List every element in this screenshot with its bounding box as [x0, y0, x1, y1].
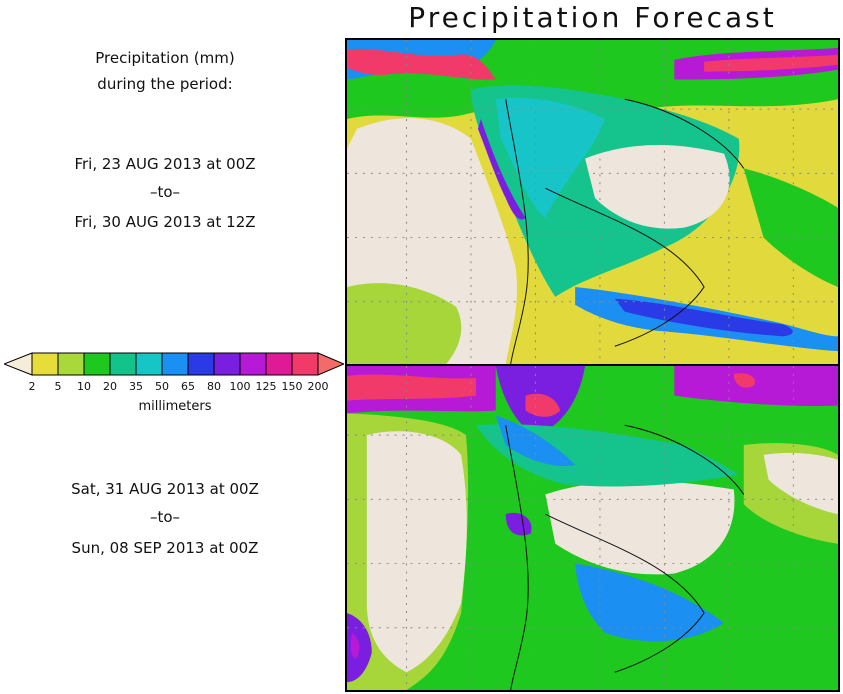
legend-arrow-low [4, 352, 33, 376]
legend-tick-label: 125 [255, 380, 277, 393]
legend-tick-label: 50 [155, 380, 169, 393]
period-heading-line1: Precipitation (mm) [95, 49, 235, 67]
forecast-map-period1 [345, 38, 840, 366]
legend-tick-label: 10 [77, 380, 91, 393]
legend-tick-label: 20 [103, 380, 117, 393]
legend-tick-label: 65 [181, 380, 195, 393]
legend-swatch [239, 352, 267, 376]
legend-tick-label: 100 [229, 380, 251, 393]
legend-swatch [31, 352, 59, 376]
legend-swatch [135, 352, 163, 376]
legend-tick-labels: 2 5 10 20 35 50 65 80 100 125 150 200 [0, 380, 340, 396]
legend-unit: millimeters [138, 399, 212, 414]
period1-separator: –to– [149, 183, 181, 201]
legend-tick-label: 2 [28, 380, 36, 393]
legend-swatch [83, 352, 111, 376]
legend-tick-label: 80 [207, 380, 221, 393]
color-legend [4, 352, 344, 376]
legend-swatch [291, 352, 319, 376]
chart-title: Precipitation Forecast [408, 1, 777, 34]
legend-swatch [57, 352, 85, 376]
period2-start: Sat, 31 AUG 2013 at 00Z [71, 480, 259, 498]
legend-arrow-high [317, 352, 344, 376]
legend-swatch [187, 352, 215, 376]
period2-separator: –to– [149, 508, 181, 526]
legend-tick-label: 35 [129, 380, 143, 393]
legend-swatch [265, 352, 293, 376]
legend-tick-label: 5 [54, 380, 62, 393]
legend-swatch [213, 352, 241, 376]
period1-end: Fri, 30 AUG 2013 at 12Z [74, 213, 256, 231]
period2-end: Sun, 08 SEP 2013 at 00Z [71, 539, 259, 557]
legend-swatch [109, 352, 137, 376]
period1-start: Fri, 23 AUG 2013 at 00Z [74, 155, 256, 173]
legend-tick-label: 200 [307, 380, 329, 393]
period-heading-line2: during the period: [97, 75, 233, 93]
forecast-map-period2 [345, 364, 840, 692]
legend-tick-label: 150 [281, 380, 303, 393]
legend-swatch [161, 352, 189, 376]
